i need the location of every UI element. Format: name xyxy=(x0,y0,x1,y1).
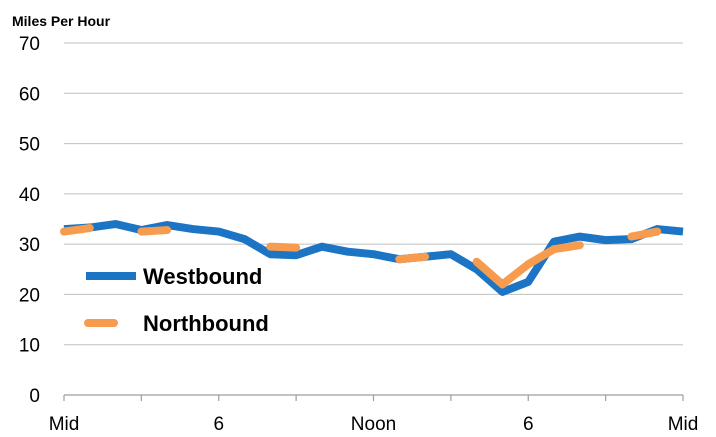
series-line-westbound xyxy=(63,220,684,296)
y-tick-label: 10 xyxy=(19,336,40,357)
y-tick-labels: 0 10 20 30 40 50 60 70 xyxy=(19,34,40,407)
data-point-westbound xyxy=(373,254,374,255)
data-point-westbound xyxy=(244,239,245,240)
data-point-westbound xyxy=(579,236,580,237)
data-point-westbound xyxy=(605,240,606,241)
y-axis-title: Miles Per Hour xyxy=(12,13,111,29)
data-point-northbound xyxy=(657,231,658,232)
data-point-westbound xyxy=(502,291,503,292)
data-point-westbound xyxy=(554,241,555,242)
data-point-westbound xyxy=(296,255,297,256)
data-point-westbound xyxy=(528,281,529,282)
y-tick-label: 70 xyxy=(19,34,40,55)
series-dash-northbound xyxy=(550,241,584,254)
series-dash-northbound xyxy=(498,260,533,289)
data-point-northbound xyxy=(631,236,632,237)
x-tick-label: Mid xyxy=(668,414,699,435)
y-tick-label: 60 xyxy=(19,84,40,105)
y-tick-label: 40 xyxy=(19,185,40,206)
data-point-northbound xyxy=(167,230,168,231)
gridlines xyxy=(64,42,683,346)
data-point-westbound xyxy=(347,251,348,252)
data-point-westbound xyxy=(683,231,684,232)
data-point-northbound xyxy=(218,231,219,232)
series-dash-northbound xyxy=(472,257,507,289)
data-point-northbound xyxy=(554,249,555,250)
legend-label-northbound: Northbound xyxy=(143,311,269,336)
series-dash-northbound xyxy=(524,245,559,269)
series-dash-northbound xyxy=(60,224,94,236)
y-tick-label: 30 xyxy=(19,235,40,256)
data-point-northbound xyxy=(64,231,65,232)
y-tick-label: 50 xyxy=(19,135,40,156)
x-tick-label: 6 xyxy=(213,414,224,435)
data-point-northbound xyxy=(347,256,348,257)
series-dash-northbound xyxy=(627,227,662,241)
series-dash-northbound xyxy=(266,242,301,252)
data-point-westbound xyxy=(476,269,477,270)
data-point-westbound xyxy=(167,225,168,226)
x-tick-label: Noon xyxy=(351,414,396,435)
series-dash-northbound xyxy=(137,226,172,236)
data-point-northbound xyxy=(425,256,426,257)
y-tick-label: 0 xyxy=(29,386,40,407)
data-point-northbound xyxy=(270,246,271,247)
data-point-northbound xyxy=(476,261,477,262)
data-point-northbound xyxy=(528,264,529,265)
data-point-westbound xyxy=(450,254,451,255)
data-point-northbound xyxy=(89,228,90,229)
data-point-westbound xyxy=(270,254,271,255)
x-tick-label: Mid xyxy=(49,414,80,435)
legend: Westbound Northbound xyxy=(84,264,269,336)
data-point-northbound xyxy=(399,259,400,260)
data-point-northbound xyxy=(141,231,142,232)
x-axis: Mid 6 Noon 6 Mid xyxy=(49,394,699,435)
data-point-northbound xyxy=(502,284,503,285)
x-tick-label: 6 xyxy=(523,414,534,435)
series-lines xyxy=(60,220,684,296)
data-point-northbound xyxy=(296,247,297,248)
data-point-westbound xyxy=(115,224,116,225)
y-tick-label: 20 xyxy=(19,285,40,306)
data-point-westbound xyxy=(192,229,193,230)
data-point-westbound xyxy=(321,246,322,247)
data-point-northbound xyxy=(579,245,580,246)
legend-label-westbound: Westbound xyxy=(143,264,262,289)
series-dash-northbound xyxy=(395,252,430,264)
